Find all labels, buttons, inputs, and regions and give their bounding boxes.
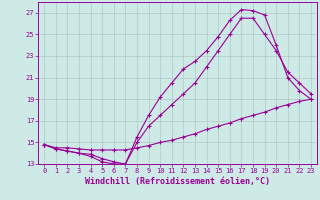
- X-axis label: Windchill (Refroidissement éolien,°C): Windchill (Refroidissement éolien,°C): [85, 177, 270, 186]
